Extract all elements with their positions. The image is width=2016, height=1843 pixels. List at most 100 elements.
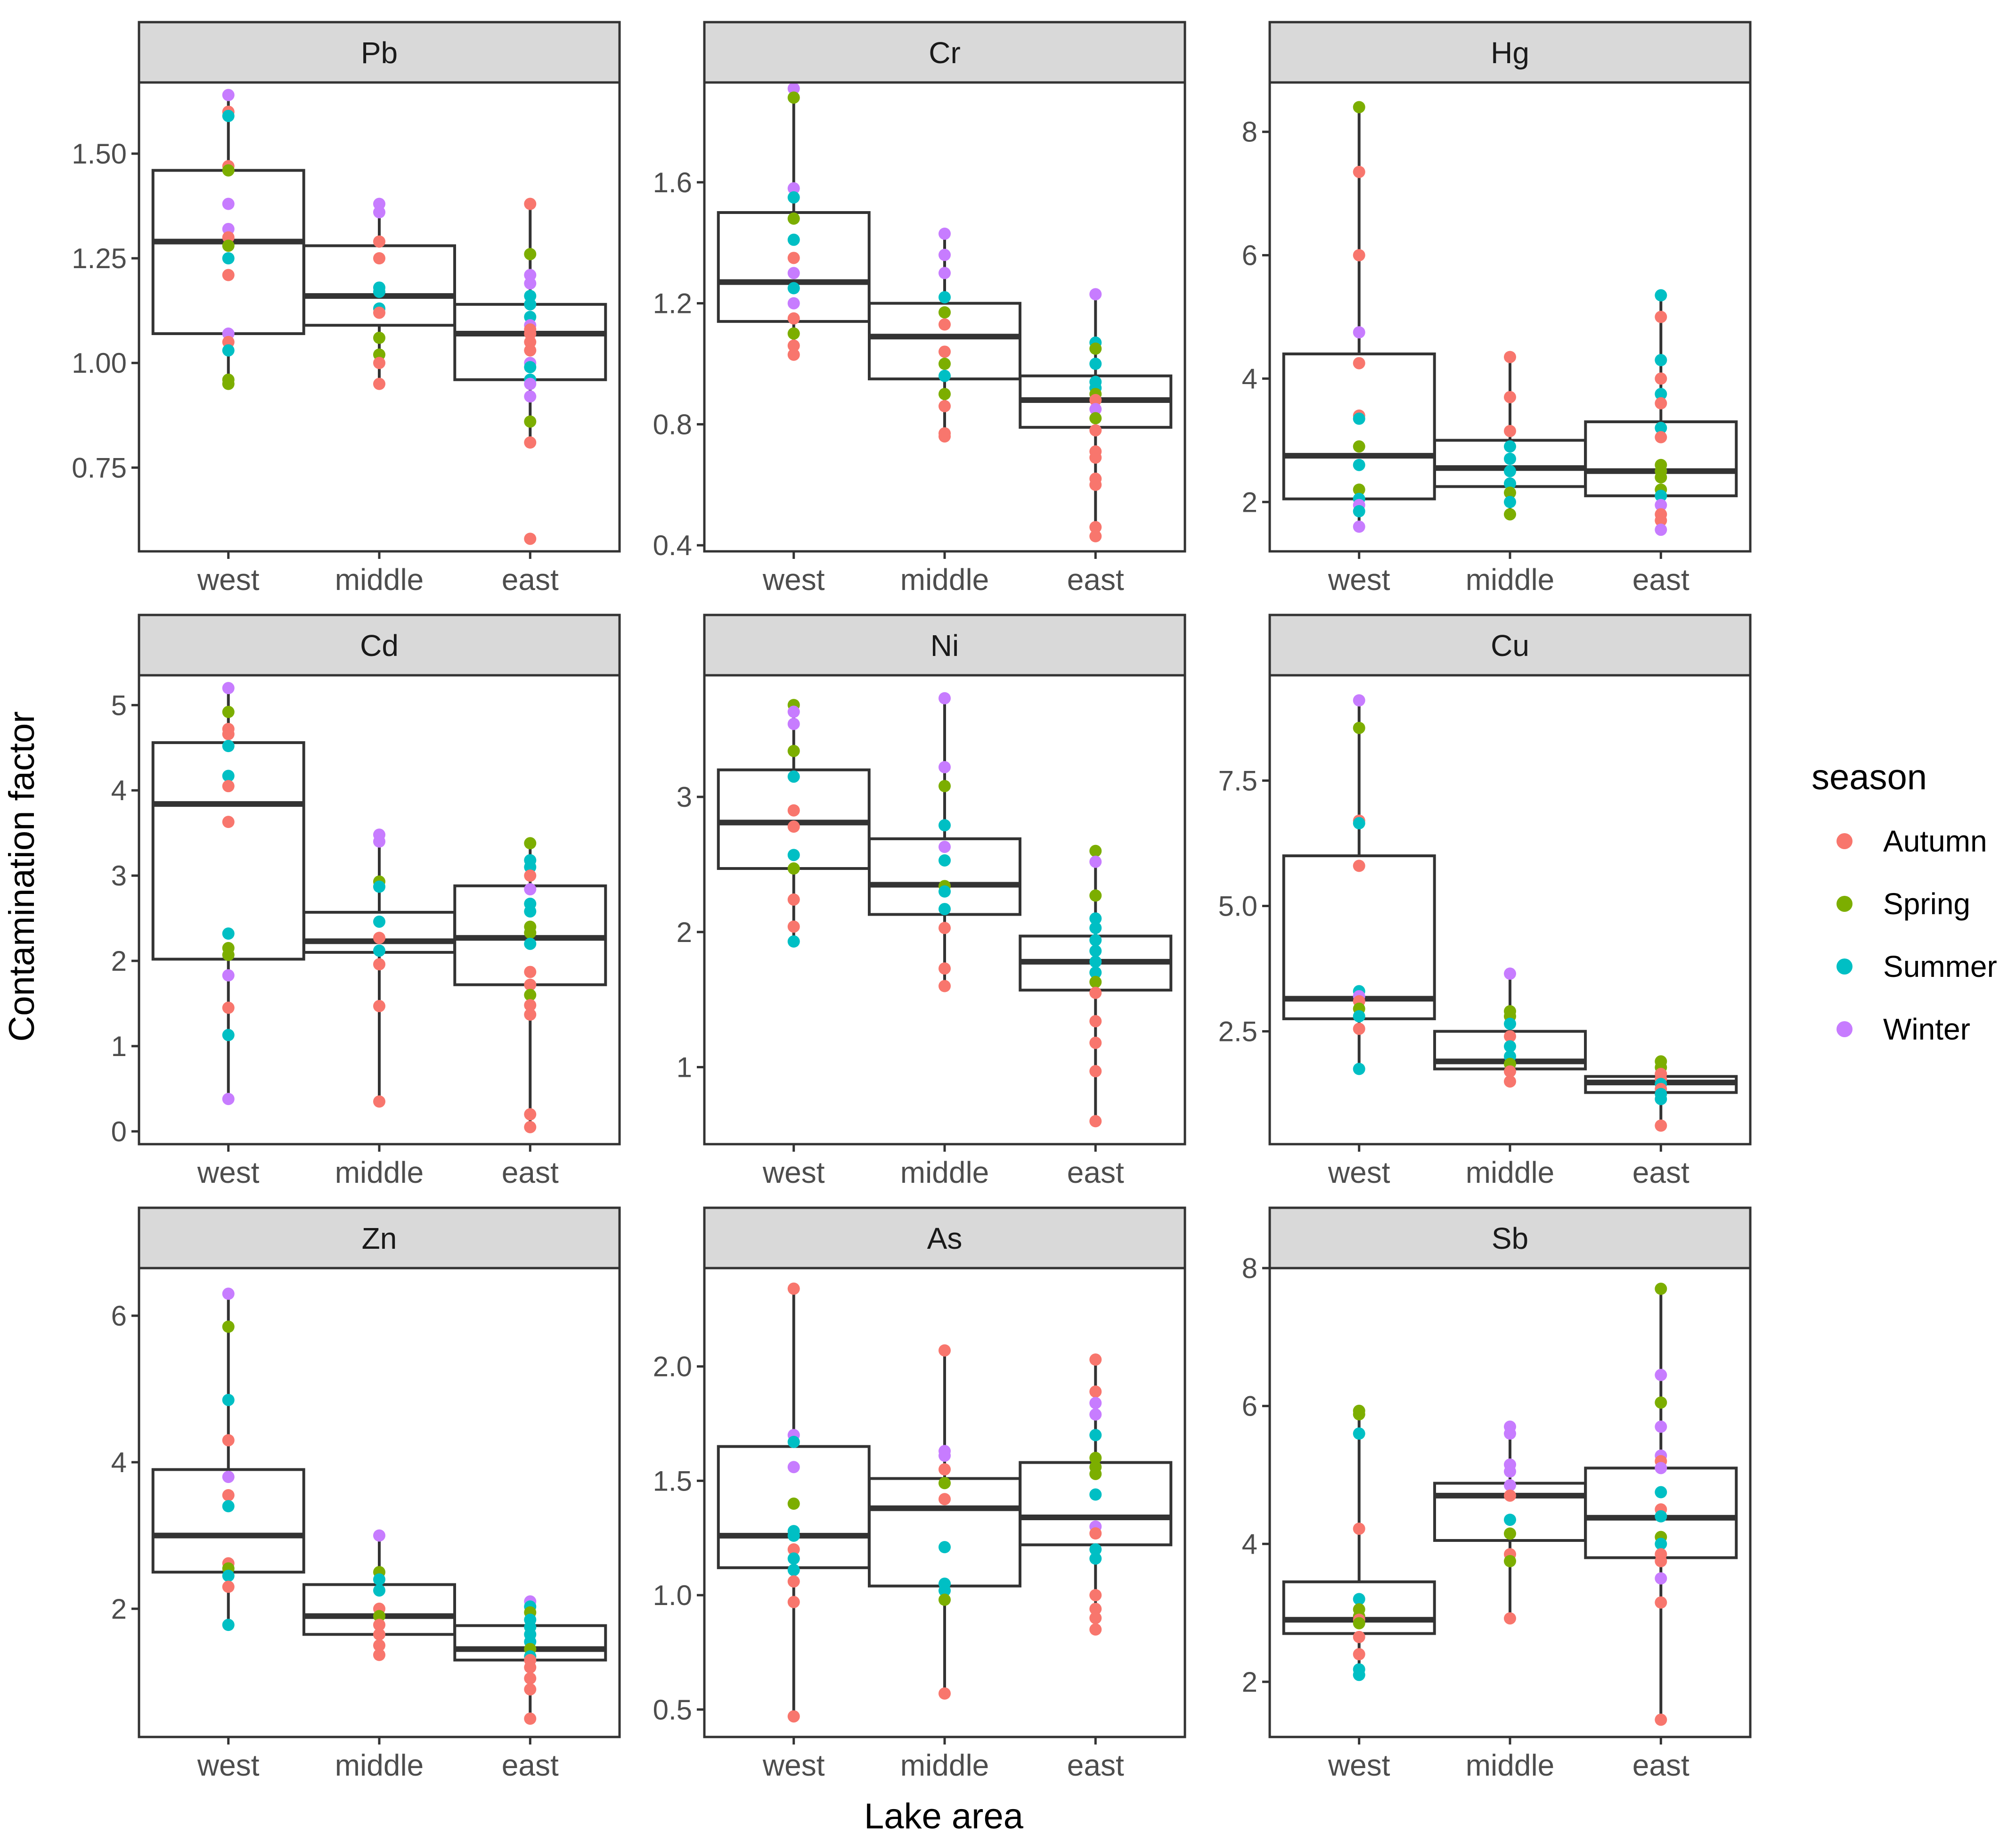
point-sb-east-summer bbox=[1655, 1538, 1667, 1550]
point-zn-west-summer bbox=[222, 1393, 235, 1406]
legend-label-summer: Summer bbox=[1883, 950, 1997, 983]
point-zn-middle-autumn bbox=[373, 1648, 385, 1661]
facet-strip-label-pb: Pb bbox=[361, 36, 398, 70]
y-tick-label-hg: 4 bbox=[1242, 363, 1257, 394]
y-tick-label-cr: 1.2 bbox=[653, 288, 692, 319]
point-cr-east-autumn bbox=[1089, 424, 1102, 437]
point-cr-middle-winter bbox=[939, 248, 951, 261]
point-pb-east-autumn bbox=[524, 436, 537, 449]
point-hg-east-spring bbox=[1655, 471, 1667, 483]
point-ni-middle-autumn bbox=[939, 962, 951, 975]
facet-strip-label-sb: Sb bbox=[1492, 1221, 1528, 1255]
y-tick-label-cu: 7.5 bbox=[1218, 765, 1257, 796]
y-tick-label-as: 2.0 bbox=[653, 1351, 692, 1383]
x-tick-label-zn: west bbox=[197, 1748, 260, 1782]
point-hg-west-spring bbox=[1353, 483, 1365, 496]
point-cr-middle-autumn bbox=[939, 318, 951, 331]
point-cr-west-summer bbox=[787, 282, 800, 295]
point-pb-middle-spring bbox=[373, 331, 385, 344]
y-tick-label-as: 1.5 bbox=[653, 1465, 692, 1497]
point-hg-middle-autumn bbox=[1504, 391, 1516, 403]
y-tick-label-zn: 2 bbox=[111, 1593, 127, 1625]
point-pb-west-winter bbox=[222, 222, 235, 235]
point-as-east-spring bbox=[1089, 1467, 1102, 1480]
point-cr-east-autumn bbox=[1089, 394, 1102, 407]
point-as-middle-spring bbox=[939, 1593, 951, 1606]
point-cd-east-autumn bbox=[524, 1008, 537, 1021]
point-cr-west-spring bbox=[787, 327, 800, 340]
point-sb-west-spring bbox=[1353, 1408, 1365, 1421]
panel-border-cr bbox=[703, 81, 1186, 553]
x-tick-label-cd: west bbox=[197, 1155, 260, 1189]
point-as-west-summer bbox=[787, 1529, 800, 1542]
point-cr-middle-summer bbox=[939, 291, 951, 303]
point-hg-middle-summer bbox=[1504, 452, 1516, 465]
x-tick-label-as: west bbox=[762, 1748, 825, 1782]
point-pb-west-winter bbox=[222, 197, 235, 210]
point-cr-west-autumn bbox=[787, 348, 800, 361]
point-hg-west-spring bbox=[1353, 440, 1365, 453]
point-cu-west-winter bbox=[1353, 694, 1365, 707]
point-ni-east-summer bbox=[1089, 966, 1102, 979]
legend: season Autumn Spring Summer Winter bbox=[1812, 757, 1997, 1046]
point-as-east-summer bbox=[1089, 1429, 1102, 1442]
point-ni-middle-winter bbox=[939, 841, 951, 853]
point-sb-middle-autumn bbox=[1504, 1489, 1516, 1502]
point-as-east-summer bbox=[1089, 1543, 1102, 1556]
point-cd-east-autumn bbox=[524, 999, 537, 1012]
point-cd-west-summer bbox=[222, 927, 235, 940]
facet-strip-cu bbox=[1268, 614, 1752, 677]
facet-strip-zn bbox=[138, 1206, 621, 1270]
point-as-east-autumn bbox=[1089, 1527, 1102, 1540]
point-cr-east-summer bbox=[1089, 358, 1102, 370]
point-ni-east-spring bbox=[1089, 844, 1102, 857]
point-zn-west-summer bbox=[222, 1619, 235, 1631]
point-cr-east-autumn bbox=[1089, 451, 1102, 464]
point-pb-west-spring bbox=[222, 164, 235, 177]
point-hg-middle-summer bbox=[1504, 496, 1516, 508]
point-ni-east-autumn bbox=[1089, 1015, 1102, 1028]
point-hg-west-winter bbox=[1353, 326, 1365, 339]
point-hg-middle-summer bbox=[1504, 465, 1516, 477]
point-zn-west-summer bbox=[222, 1569, 235, 1582]
point-zn-middle-autumn bbox=[373, 1628, 385, 1641]
point-cd-east-summer bbox=[524, 905, 537, 918]
point-hg-east-summer bbox=[1655, 289, 1667, 302]
legend-label-autumn: Autumn bbox=[1883, 824, 1987, 858]
panel-border-cd bbox=[138, 674, 621, 1146]
y-tick-label-cr: 0.4 bbox=[653, 530, 692, 561]
point-pb-east-autumn bbox=[524, 336, 537, 348]
point-ni-east-summer bbox=[1089, 944, 1102, 957]
point-cr-east-autumn bbox=[1089, 530, 1102, 542]
point-hg-middle-spring bbox=[1504, 486, 1516, 499]
point-cd-east-autumn bbox=[524, 869, 537, 882]
point-pb-east-winter bbox=[524, 269, 537, 281]
y-tick-label-cu: 2.5 bbox=[1218, 1016, 1257, 1048]
point-cr-west-summer bbox=[787, 233, 800, 246]
point-sb-west-autumn bbox=[1353, 1523, 1365, 1535]
legend-label-spring: Spring bbox=[1883, 887, 1970, 921]
point-sb-west-summer bbox=[1353, 1427, 1365, 1440]
point-cu-middle-summer bbox=[1504, 1040, 1516, 1053]
point-ni-east-autumn bbox=[1089, 1115, 1102, 1128]
panel-ni: Ni 1 2 3 west middle east bbox=[677, 614, 1186, 1189]
facet-strip-label-cu: Cu bbox=[1491, 629, 1529, 663]
x-tick-label-hg: east bbox=[1632, 563, 1690, 597]
point-cu-middle-summer bbox=[1504, 1017, 1516, 1030]
y-tick-label-as: 0.5 bbox=[653, 1694, 692, 1726]
point-sb-east-autumn bbox=[1655, 1713, 1667, 1726]
x-tick-label-sb: middle bbox=[1466, 1748, 1555, 1782]
point-ni-east-autumn bbox=[1089, 1065, 1102, 1078]
point-cr-east-autumn bbox=[1089, 521, 1102, 533]
point-as-middle-autumn bbox=[939, 1493, 951, 1506]
y-tick-label-hg: 2 bbox=[1242, 486, 1257, 518]
point-zn-west-autumn bbox=[222, 1581, 235, 1593]
point-sb-middle-winter bbox=[1504, 1479, 1516, 1491]
point-hg-east-autumn bbox=[1655, 372, 1667, 385]
point-cr-east-autumn bbox=[1089, 478, 1102, 491]
x-tick-label-cr: west bbox=[762, 563, 825, 597]
point-hg-west-summer bbox=[1353, 412, 1365, 425]
point-as-middle-summer bbox=[939, 1584, 951, 1597]
point-cr-east-winter bbox=[1089, 288, 1102, 301]
point-cu-west-autumn bbox=[1353, 860, 1365, 872]
